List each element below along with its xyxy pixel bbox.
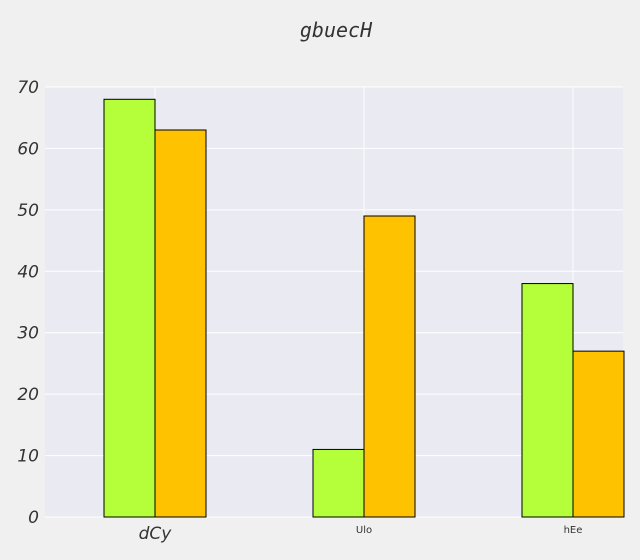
y-axis-ticks: 0 10 20 30 40 50 60 70	[17, 78, 39, 528]
x-tick-label: dCy	[139, 524, 173, 544]
y-tick-label: 50	[17, 201, 39, 221]
bar-Ulo-series-1	[312, 448, 365, 518]
y-tick-label: 30	[17, 324, 39, 344]
y-tick-label: 0	[28, 508, 39, 528]
y-tick-label: 40	[17, 262, 39, 282]
bars	[103, 98, 625, 518]
x-tick-label: hEe	[564, 525, 583, 536]
bar-Ulo-series-2	[363, 215, 416, 518]
y-tick-label: 10	[17, 447, 39, 467]
chart-title: gbuecH	[300, 18, 373, 42]
x-tick-label: Ulo	[356, 525, 372, 536]
x-axis-ticks: dCy Ulo hEe	[139, 524, 583, 544]
bar-hEe-series-2	[572, 350, 625, 518]
y-tick-label: 70	[17, 78, 39, 98]
y-tick-label: 20	[17, 385, 39, 405]
bar-dCy-series-2	[154, 129, 207, 518]
y-tick-label: 60	[17, 139, 39, 159]
bar-hEe-series-1	[521, 283, 574, 518]
bar-dCy-series-1	[103, 98, 156, 518]
